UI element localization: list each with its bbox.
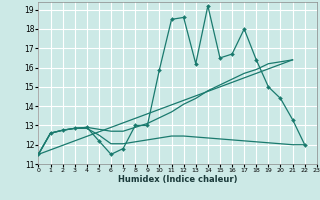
X-axis label: Humidex (Indice chaleur): Humidex (Indice chaleur) [118,175,237,184]
